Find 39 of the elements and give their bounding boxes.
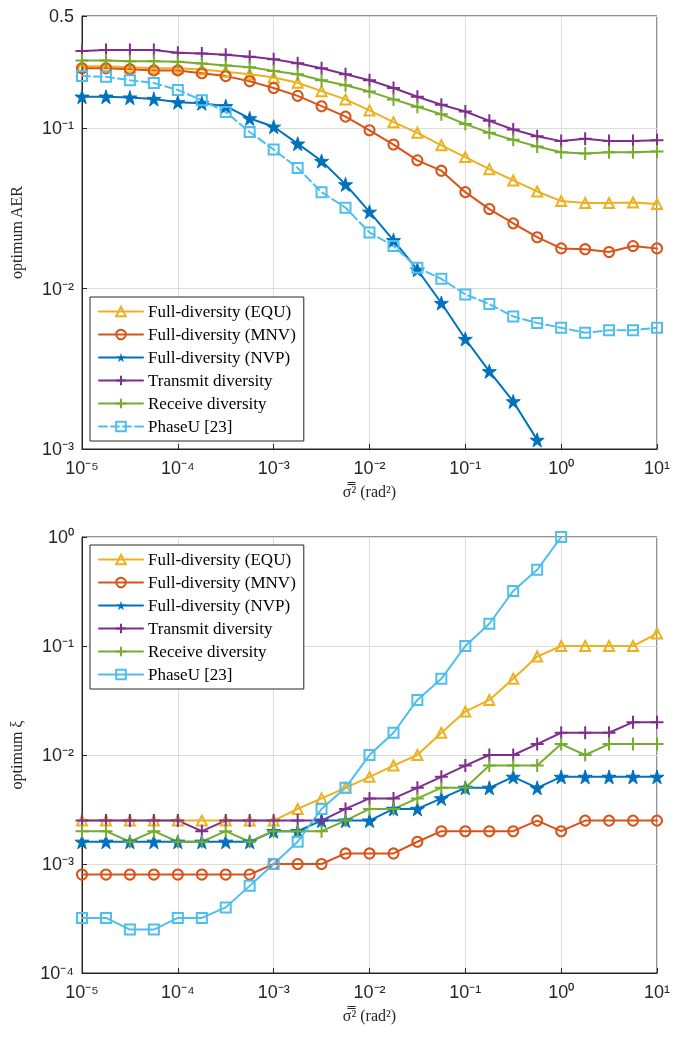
x-tick-label: 10⁻⁵: [65, 458, 99, 478]
legend-label: PhaseU [23]: [148, 417, 233, 436]
legend-label: Full-diversity (NVP): [148, 348, 291, 367]
y-tick-label: 10⁻²: [41, 745, 75, 765]
x-tick-label: 10⁻²: [353, 982, 386, 1002]
y-tick-label: 10⁻²: [41, 278, 75, 299]
x-axis-title: σ̿² (rad²): [342, 481, 397, 501]
legend-label: Full-diversity (NVP): [148, 596, 291, 615]
y-tick-label: 10⁻¹: [41, 118, 75, 139]
x-tick-label: 10⁰: [548, 458, 575, 478]
legend-label: Transmit diversity: [148, 619, 274, 638]
x-tick-label: 10⁻⁴: [160, 458, 195, 478]
x-tick-label: 10⁻³: [257, 982, 290, 1002]
legend-label: Receive diversity: [148, 642, 267, 661]
legend-label: Transmit diversity: [148, 371, 274, 390]
x-tick-label: 10⁻¹: [449, 458, 482, 478]
x-tick-label: 10¹: [643, 982, 671, 1002]
x-tick-label: 10⁻⁵: [65, 982, 99, 1002]
x-axis-title: σ̿² (rad²): [342, 1005, 397, 1025]
x-tick-label: 10⁰: [548, 982, 575, 1002]
y-tick-label: 10⁻⁴: [40, 963, 74, 983]
x-tick-label: 10⁻³: [257, 458, 290, 478]
legend-label: PhaseU [23]: [148, 665, 233, 684]
y-tick-label: 10⁻³: [41, 439, 75, 459]
x-tick-label: 10⁻²: [353, 458, 386, 478]
legend-label: Full-diversity (EQU): [148, 550, 292, 569]
y-tick-label: 10⁻¹: [41, 636, 75, 656]
x-tick-label: 10¹: [643, 458, 671, 478]
y-tick-label: 0.5: [48, 6, 74, 26]
legend-label: Full-diversity (EQU): [148, 302, 292, 321]
y-axis-title: optimum ξ: [7, 720, 26, 790]
y-tick-label: 10⁰: [47, 527, 74, 547]
x-tick-label: 10⁻¹: [449, 982, 482, 1002]
legend-label: Full-diversity (MNV): [148, 325, 296, 344]
y-tick-label: 10⁻³: [41, 854, 75, 874]
legend-label: Full-diversity (MNV): [148, 573, 296, 592]
legend-label: Receive diversity: [148, 394, 267, 413]
y-axis-title: optimum AER: [7, 185, 26, 279]
x-tick-label: 10⁻⁴: [160, 982, 195, 1002]
